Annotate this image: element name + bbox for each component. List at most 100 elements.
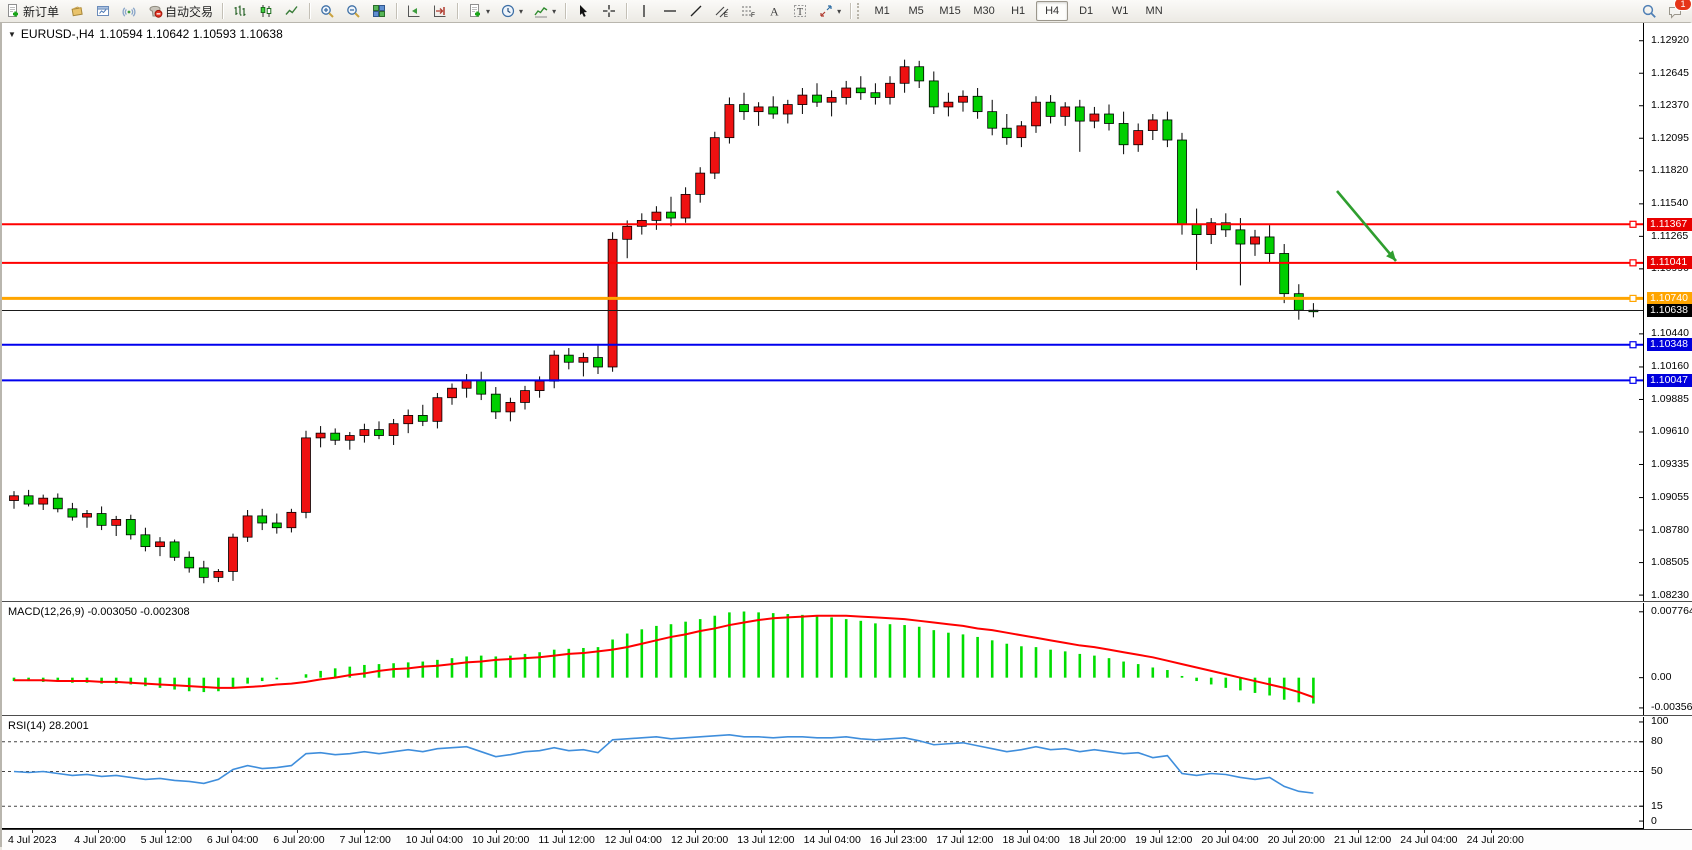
signals-button[interactable]: [117, 0, 141, 22]
line-chart-button[interactable]: [280, 0, 304, 22]
text-label-button[interactable]: T: [788, 0, 812, 22]
arrows-button[interactable]: ▾: [814, 0, 845, 22]
trendline-button[interactable]: [684, 0, 708, 22]
timeframe-m15-button[interactable]: M15: [939, 5, 961, 17]
ohlc-values: 1.10594 1.10642 1.10593 1.10638: [99, 27, 283, 41]
timeframe-m5-button[interactable]: M5: [908, 5, 924, 17]
price-level-badge: 1.10348: [1647, 338, 1692, 352]
chat-button[interactable]: 1: [1663, 0, 1692, 22]
chart-window-button[interactable]: [91, 0, 115, 22]
time-tick: [1159, 830, 1161, 833]
timeframe-h4-button[interactable]: H4: [1036, 1, 1069, 21]
price-level-badge: 1.11367: [1647, 217, 1692, 231]
zoom-in-icon: [319, 3, 335, 19]
cursor-button[interactable]: [571, 0, 595, 22]
trend-arrow-annotation: [1336, 190, 1397, 262]
timeframe-m1-button[interactable]: M1: [874, 5, 890, 17]
toolbar-separator: [565, 3, 567, 19]
horizontal-line-button[interactable]: [658, 0, 682, 22]
candlestick-canvas[interactable]: [2, 23, 1692, 601]
chart-shift-button[interactable]: [428, 0, 452, 22]
crosshair-button[interactable]: [597, 0, 621, 22]
caret-down-icon[interactable]: ▾: [837, 6, 842, 16]
time-axis-label: 12 Jul 20:00: [671, 834, 729, 846]
fibonacci-icon: F: [740, 3, 756, 19]
time-tick: [1225, 830, 1227, 833]
timeframe-mn-button[interactable]: MN: [1145, 5, 1163, 17]
rsi-canvas[interactable]: [2, 717, 1692, 829]
price-tick-label: 1.11265: [1651, 229, 1689, 242]
profiles-period-icon: [500, 3, 516, 19]
zoom-in-button[interactable]: [315, 0, 339, 22]
auto-scroll-button[interactable]: [402, 0, 426, 22]
caret-down-icon[interactable]: ▾: [552, 6, 557, 16]
candlestick-chart-button[interactable]: [254, 0, 278, 22]
macd-pane[interactable]: MACD(12,26,9) -0.003050 -0.002308 0.0077…: [2, 603, 1692, 715]
caret-down-icon[interactable]: ▾: [519, 6, 524, 16]
price-pane[interactable]: ▼ EURUSD-,H4 1.10594 1.10642 1.10593 1.1…: [2, 23, 1692, 601]
time-tick: [695, 830, 696, 833]
time-tick: [960, 830, 962, 833]
time-axis-label: 16 Jul 23:00: [869, 834, 928, 846]
time-tick: [1092, 830, 1094, 833]
equidistant-channel-button[interactable]: E: [710, 0, 734, 22]
price-tick-label: 1.09610: [1651, 425, 1689, 438]
macd-tick-label: -0.003565: [1651, 701, 1692, 714]
text-icon: A: [766, 3, 782, 19]
svg-text:T: T: [797, 7, 803, 18]
signals-icon: [121, 3, 137, 19]
chart-symbol-label[interactable]: ▼ EURUSD-,H4 1.10594 1.10642 1.10593 1.1…: [8, 27, 283, 41]
bar-chart-button[interactable]: [228, 0, 252, 22]
tile-windows-button[interactable]: [367, 0, 391, 22]
bar-chart-icon: [232, 3, 248, 19]
new-order-label: 新订单: [23, 4, 60, 19]
zoom-out-button[interactable]: [341, 0, 365, 22]
timeframe-d1-button[interactable]: D1: [1079, 5, 1094, 17]
timeframe-w1-button[interactable]: W1: [1111, 5, 1129, 17]
time-tick: [363, 830, 365, 833]
auto-scroll-icon: [406, 3, 422, 19]
indicators-button[interactable]: ▾: [529, 0, 560, 22]
search-button[interactable]: [1637, 0, 1661, 22]
time-tick: [1424, 830, 1426, 833]
time-axis[interactable]: 4 Jul 2023 4 Jul 20:00 5 Jul 12:00 6 Jul 04…: [2, 829, 1692, 850]
time-axis-label: 21 Jul 12:00: [1334, 834, 1392, 846]
price-level-badge: 1.10047: [1647, 373, 1692, 387]
fibonacci-button[interactable]: F: [736, 0, 760, 22]
time-axis-label: 6 Jul 20:00: [273, 834, 325, 846]
rsi-tick-label: 0: [1651, 814, 1657, 827]
toolbar-separator: [309, 3, 311, 19]
time-tick: [628, 830, 630, 833]
rsi-pane[interactable]: RSI(14) 28.2001 100 80 50 15 0: [2, 715, 1692, 829]
time-axis-label: 12 Jul 04:00: [604, 834, 662, 846]
toolbar-separator: [396, 3, 398, 19]
time-tick: [496, 830, 498, 833]
price-level-badge: 1.10638: [1647, 303, 1692, 317]
toolbar-separator: [626, 3, 628, 19]
price-level-badge: 1.11041: [1647, 256, 1692, 270]
macd-tick-label: 0.00: [1651, 671, 1672, 684]
auto-trading-button[interactable]: 自动交易: [143, 0, 217, 22]
time-tick: [164, 830, 166, 833]
indicators-icon: [533, 3, 549, 19]
price-tick-label: 1.12645: [1651, 66, 1689, 79]
chart-window: ▼ EURUSD-,H4 1.10594 1.10642 1.10593 1.1…: [0, 22, 1692, 850]
timeframe-h1-button[interactable]: H1: [1011, 5, 1026, 17]
vertical-line-button[interactable]: [632, 0, 656, 22]
horizontal-line-icon: [662, 3, 678, 19]
profiles-period-button[interactable]: ▾: [496, 0, 527, 22]
time-tick: [1291, 830, 1293, 833]
caret-down-icon[interactable]: ▾: [486, 6, 491, 16]
price-tick-label: 1.10440: [1651, 327, 1689, 340]
macd-canvas[interactable]: [2, 603, 1692, 715]
text-button[interactable]: A: [762, 0, 786, 22]
collapse-chart-icon[interactable]: ▼: [8, 29, 16, 39]
new-order-button[interactable]: 新订单: [1, 0, 63, 22]
timeframe-m30-button[interactable]: M30: [973, 5, 995, 17]
time-tick: [429, 830, 431, 833]
auto-trading-icon: [147, 3, 163, 19]
new-chart-button[interactable]: ▾: [463, 0, 494, 22]
svg-text:A: A: [770, 5, 779, 19]
price-tick-label: 1.12095: [1651, 131, 1689, 144]
market-watch-button[interactable]: [65, 0, 89, 22]
